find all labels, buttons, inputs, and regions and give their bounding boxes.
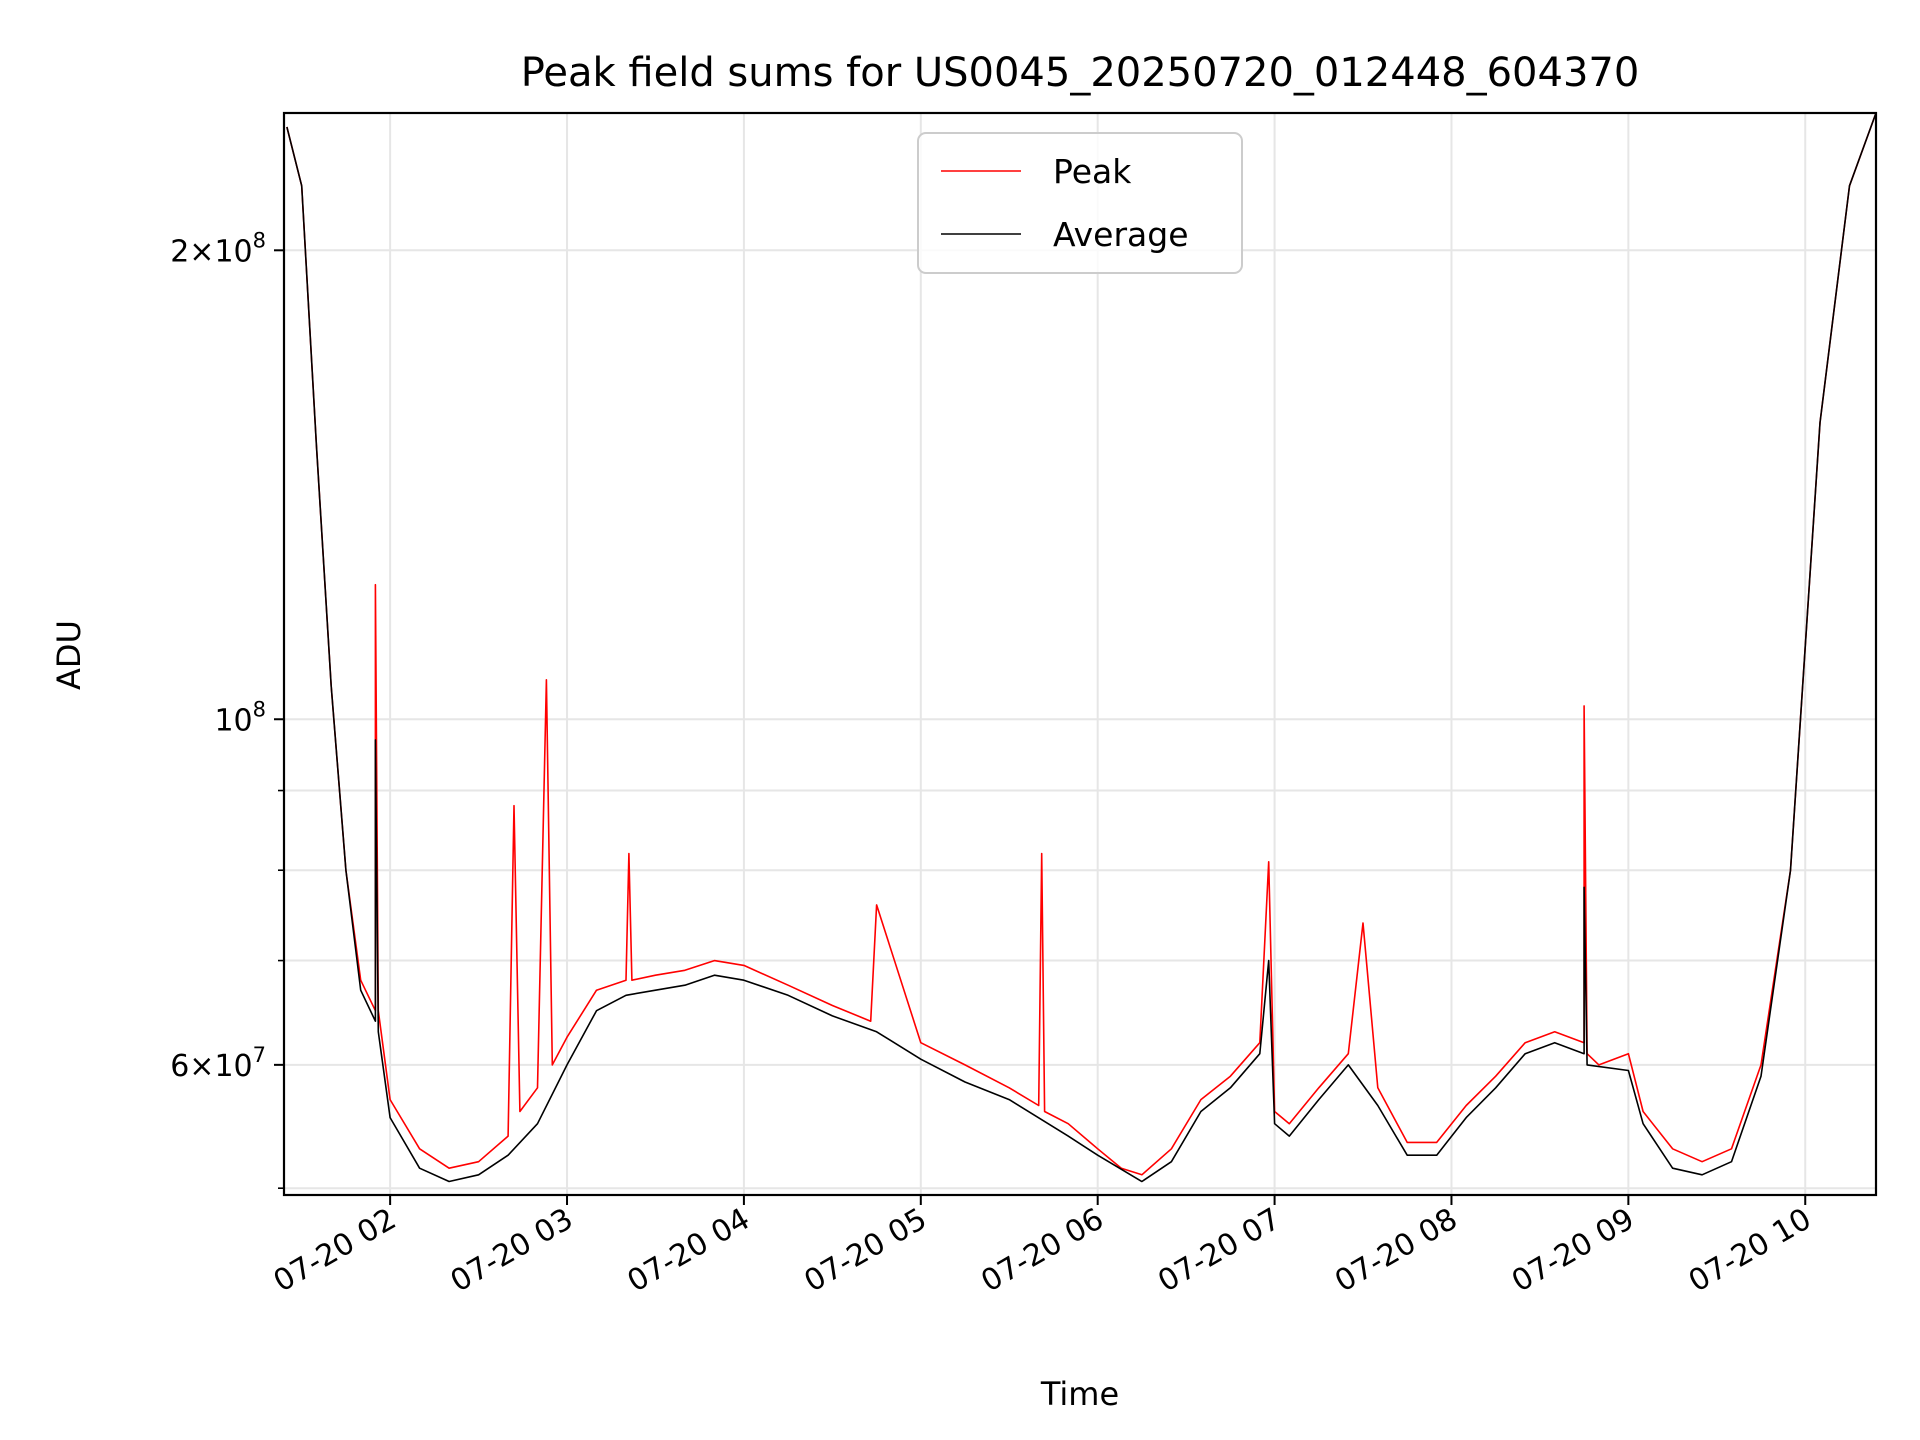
legend-label-peak: Peak: [1053, 152, 1132, 191]
legend: Peak Average: [917, 132, 1243, 274]
chart-title: Peak field sums for US0045_20250720_0124…: [521, 50, 1640, 96]
y-tick-label: 2×108: [170, 228, 266, 269]
y-axis: 6×107 108 2×108: [170, 228, 284, 1190]
series-line-average: [286, 112, 1877, 1183]
gridlines: [284, 113, 1876, 1195]
plot-area-frame: [282, 111, 1878, 1197]
series-line-peak: [286, 112, 1877, 1176]
y-tick-label: 6×107: [170, 1043, 266, 1084]
y-axis-label: ADU: [50, 620, 88, 690]
series-layer: [286, 112, 1877, 1183]
y-tick-label: 108: [214, 697, 266, 738]
legend-label-average: Average: [1053, 215, 1189, 254]
x-axis-label: Time: [1040, 1375, 1119, 1413]
legend-box: [917, 132, 1243, 274]
